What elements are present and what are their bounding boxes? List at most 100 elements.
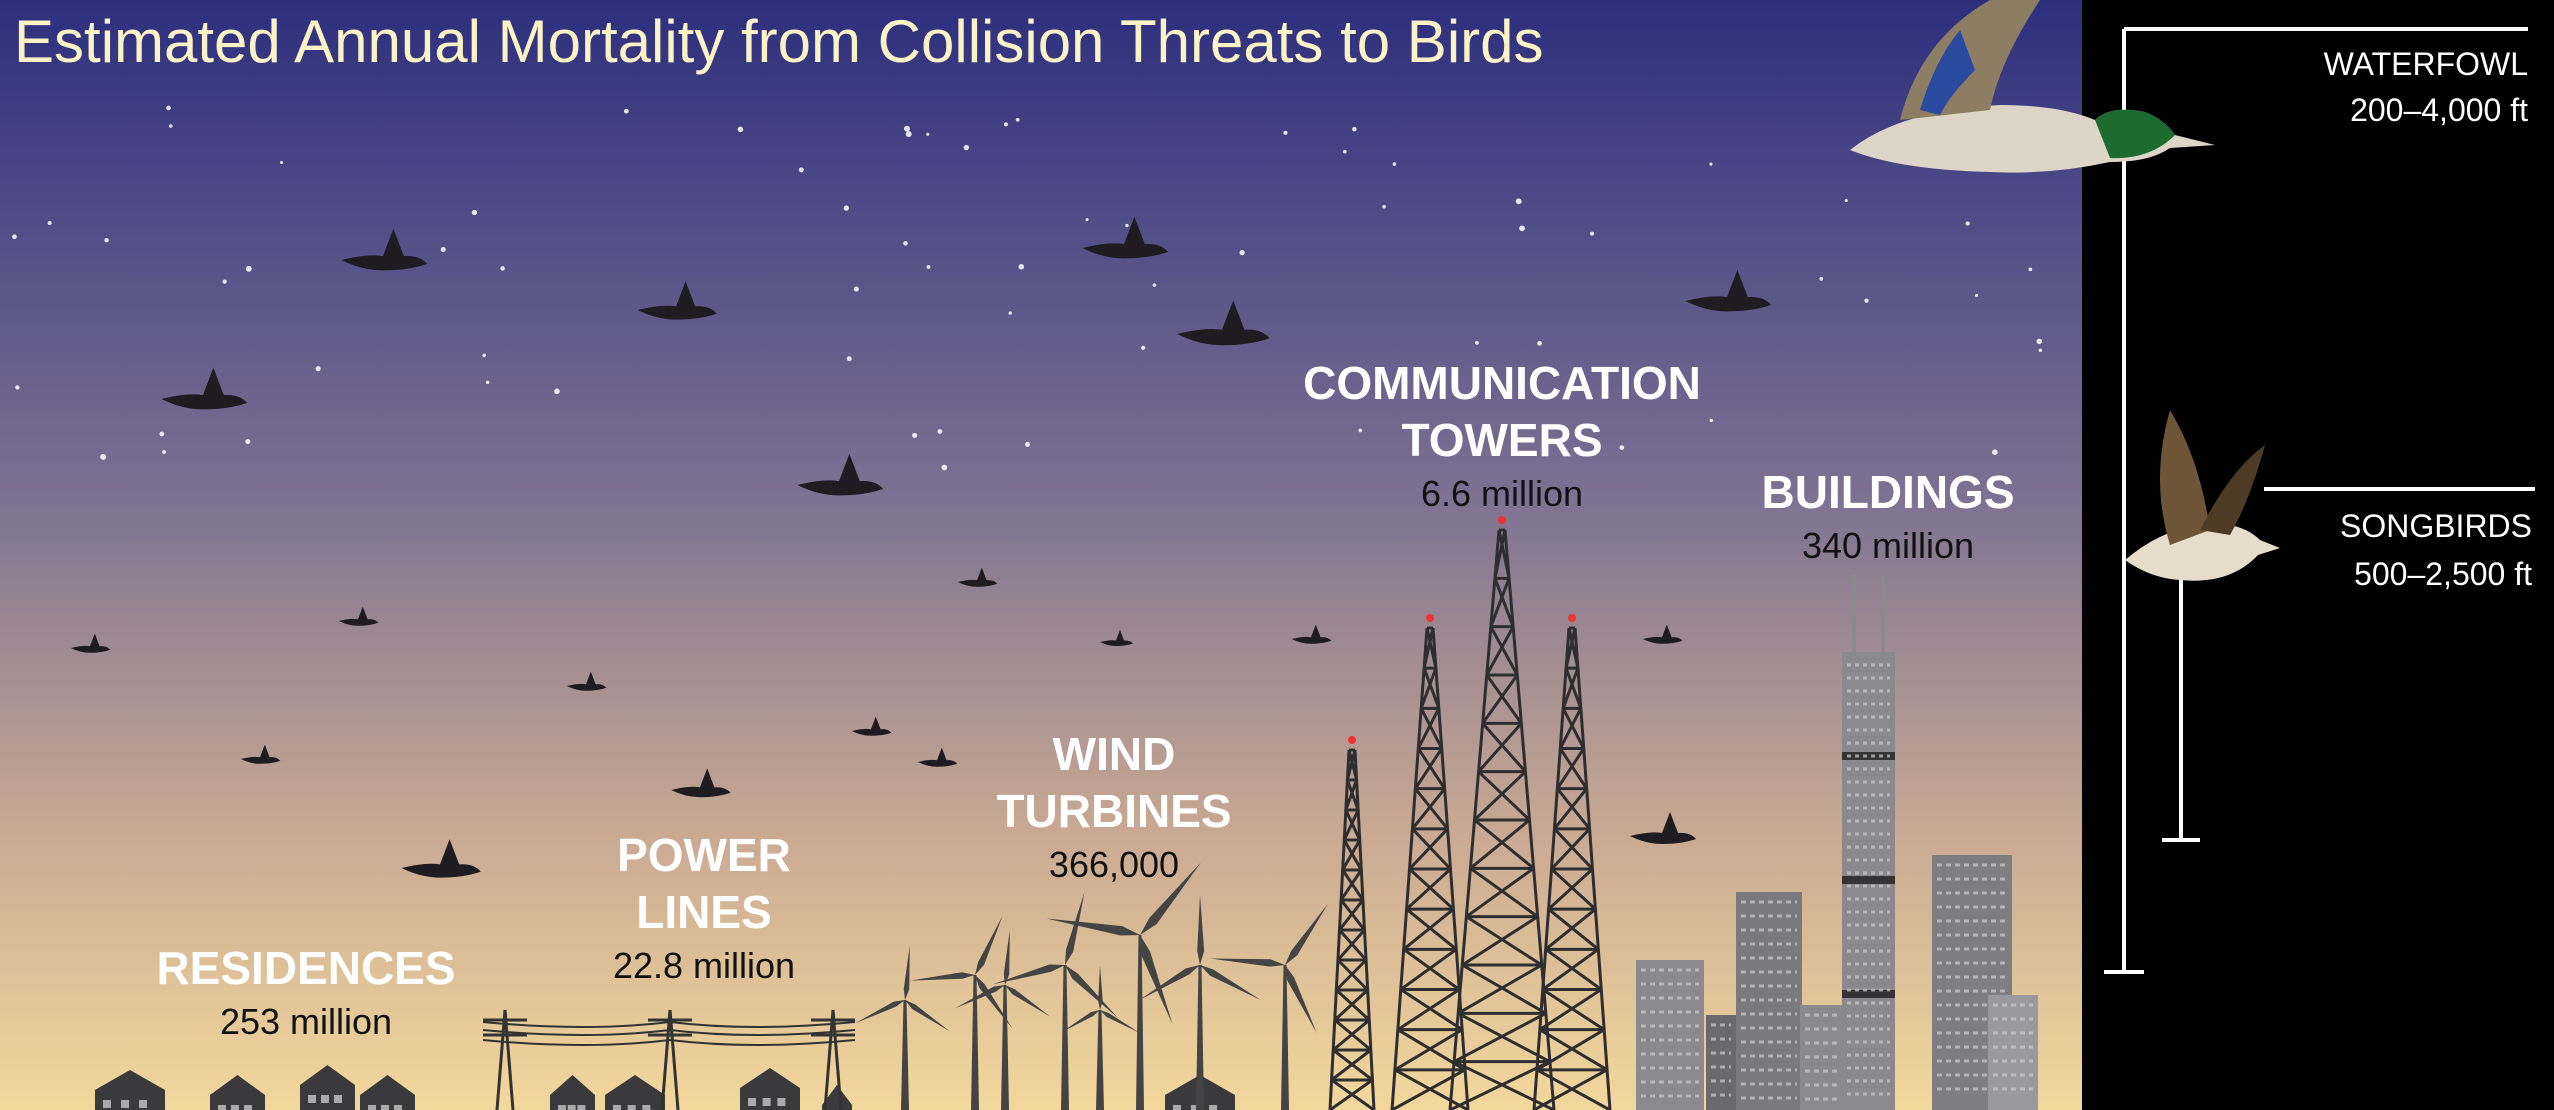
- star: [1544, 395, 1549, 400]
- star: [903, 241, 908, 246]
- turbine-tower: [1281, 965, 1289, 1110]
- sky: [0, 0, 2082, 1110]
- turbine-blade: [1139, 965, 1200, 1000]
- star: [737, 126, 744, 133]
- wire: [482, 1038, 856, 1046]
- turbine-blade: [1210, 958, 1285, 967]
- threat-name: TOWERS: [1401, 414, 1602, 466]
- altitude-group: WATERFOWL: [2324, 46, 2528, 82]
- star: [1342, 149, 1347, 154]
- window: [567, 1105, 576, 1110]
- window: [103, 1100, 111, 1108]
- threat-name: COMMUNICATION: [1303, 357, 1701, 409]
- skyscraper-band: [1842, 752, 1895, 760]
- star: [1358, 428, 1363, 433]
- bird: [1630, 812, 1696, 844]
- altitude-scale: [2104, 27, 2535, 974]
- window: [762, 1098, 771, 1106]
- star: [245, 265, 252, 272]
- turbine-tower: [1001, 985, 1009, 1110]
- star: [1382, 204, 1386, 209]
- window: [231, 1105, 239, 1110]
- star: [1992, 449, 1998, 455]
- window: [334, 1095, 342, 1103]
- turbine-blade: [1098, 965, 1103, 1010]
- threat-mortality: 366,000: [1049, 844, 1179, 885]
- turbine-blade: [903, 945, 910, 1000]
- star: [937, 429, 943, 434]
- skyscraper-band: [1842, 990, 1895, 998]
- star: [1015, 117, 1020, 122]
- star: [471, 209, 478, 216]
- turbine-tower: [971, 975, 979, 1110]
- star: [482, 353, 486, 358]
- house: [360, 1075, 415, 1110]
- star: [2028, 267, 2033, 272]
- star: [1025, 441, 1031, 447]
- bird: [797, 453, 884, 496]
- star: [104, 238, 109, 243]
- turbine-blade: [992, 964, 1065, 985]
- window: [1209, 1105, 1217, 1110]
- star: [1864, 298, 1869, 303]
- turbine-tower: [1196, 965, 1204, 1110]
- pylon: [483, 1009, 527, 1110]
- threat-name: RESIDENCES: [156, 942, 455, 994]
- window: [627, 1105, 636, 1110]
- turbine-blade: [955, 985, 1005, 1009]
- window: [577, 1105, 586, 1110]
- communication-tower: [1328, 748, 1376, 1110]
- star: [1975, 293, 1979, 298]
- altitude-range: 500–2,500 ft: [2354, 556, 2532, 592]
- window: [244, 1105, 252, 1110]
- turbine-blade: [1140, 862, 1202, 935]
- turbine-blade: [1061, 1010, 1100, 1033]
- window: [321, 1095, 329, 1103]
- star: [500, 266, 505, 271]
- bird: [401, 839, 481, 878]
- turbine-blade: [1285, 965, 1317, 1033]
- star: [1475, 340, 1479, 345]
- star: [1352, 126, 1357, 132]
- star: [1141, 345, 1146, 350]
- star: [912, 432, 918, 438]
- bird: [1642, 624, 1683, 644]
- window: [218, 1105, 226, 1110]
- star: [15, 385, 20, 390]
- window: [1191, 1105, 1199, 1110]
- bird: [1082, 216, 1169, 259]
- window: [1173, 1105, 1181, 1110]
- star: [315, 366, 321, 372]
- window: [642, 1105, 651, 1110]
- bird: [1685, 269, 1772, 312]
- star: [1239, 250, 1245, 256]
- star: [1619, 445, 1625, 450]
- star: [1152, 283, 1157, 287]
- star: [1819, 277, 1824, 281]
- star: [440, 247, 446, 253]
- star: [1283, 130, 1288, 135]
- bird: [1177, 300, 1270, 346]
- threat-mortality: 6.6 million: [1421, 473, 1583, 514]
- turbine-blade: [1003, 930, 1010, 985]
- window: [308, 1095, 316, 1103]
- window: [748, 1098, 756, 1106]
- turbine-blade: [905, 1000, 951, 1032]
- star: [1008, 311, 1012, 315]
- bird: [1291, 624, 1332, 644]
- mallard-illustration: [1850, 0, 2215, 173]
- bird: [341, 228, 428, 271]
- star: [1709, 418, 1714, 423]
- bird: [338, 606, 379, 626]
- house: [605, 1075, 665, 1110]
- star: [1085, 218, 1089, 222]
- star: [2036, 338, 2043, 345]
- bird: [240, 744, 281, 764]
- songbird-illustration: [2125, 410, 2280, 581]
- bird: [1100, 630, 1133, 646]
- bird-silhouettes: [70, 216, 1772, 878]
- bird: [161, 367, 248, 410]
- bird: [957, 567, 998, 587]
